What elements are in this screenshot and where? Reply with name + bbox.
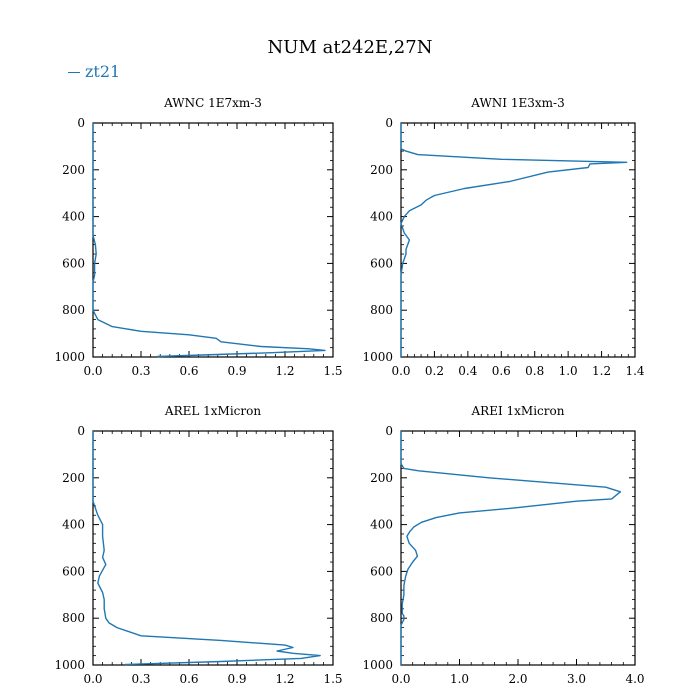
legend-line-icon [68, 72, 80, 73]
x-tick-label: 1.2 [275, 672, 294, 686]
legend-label: zt21 [85, 62, 121, 81]
y-tick-label: 800 [370, 611, 393, 625]
x-tick-label: 1.2 [592, 364, 611, 378]
y-tick-label: 400 [62, 518, 85, 532]
x-tick-label: 0.9 [227, 672, 246, 686]
y-tick-label: 1000 [362, 350, 393, 364]
y-tick-label: 200 [62, 163, 85, 177]
axes-frame [92, 430, 334, 666]
x-tick-label: 0.0 [83, 364, 102, 378]
x-tick-label: 0.9 [227, 364, 246, 378]
y-tick-label: 1000 [54, 658, 85, 672]
y-tick-label: 800 [62, 611, 85, 625]
subplot-title: AREL 1xMicron [164, 404, 261, 418]
y-tick-label: 0 [77, 116, 85, 130]
x-tick-label: 0.0 [391, 364, 410, 378]
x-tick-label: 1.0 [559, 364, 578, 378]
x-tick-label: 0.6 [179, 672, 198, 686]
y-tick-label: 200 [370, 163, 393, 177]
x-tick-label: 0.3 [131, 672, 150, 686]
y-tick-label: 0 [77, 424, 85, 438]
y-tick-label: 600 [370, 256, 393, 270]
subplot-3: AREL 1xMicron 0.0 0.3 0.6 0.9 1.2 1.5 0 200 400 60… [54, 404, 342, 686]
y-tick-label: 600 [62, 256, 85, 270]
series-line [400, 123, 628, 357]
y-tick-label: 1000 [362, 658, 393, 672]
y-tick-label: 200 [62, 471, 85, 485]
subplot-1: AWNC 1E7xm-3 0.0 0.3 0.6 0.9 1.2 1.5 0 200 400 600… [54, 96, 342, 378]
figure-title: NUM at242E,27N [267, 37, 433, 58]
x-tick-label: 0.2 [425, 364, 444, 378]
series-line [92, 431, 321, 666]
y-tick-label: 1000 [54, 350, 85, 364]
subplot-2: AWNI 1E3xm-3 0.0 0.2 0.4 0.6 0.8 1.0 1.2 1.4 0 200… [362, 96, 644, 378]
x-tick-label: 0.6 [179, 364, 198, 378]
x-tick-label: 1.4 [625, 364, 644, 378]
y-tick-label: 0 [385, 116, 393, 130]
y-tick-label: 400 [370, 518, 393, 532]
x-tick-label: 0.0 [391, 672, 410, 686]
x-tick-label: 0.8 [525, 364, 544, 378]
x-tick-label: 2.0 [508, 672, 527, 686]
series-line [400, 431, 622, 665]
x-tick-label: 0.6 [492, 364, 511, 378]
x-tick-label: 1.5 [323, 364, 342, 378]
x-tick-label: 0.3 [131, 364, 150, 378]
x-tick-label: 0.4 [458, 364, 477, 378]
subplot-title: AWNI 1E3xm-3 [470, 96, 564, 110]
y-tick-label: 800 [62, 303, 85, 317]
axes-frame [92, 122, 334, 358]
x-tick-label: 1.2 [275, 364, 294, 378]
y-tick-label: 800 [370, 303, 393, 317]
y-tick-label: 400 [62, 210, 85, 224]
subplot-title: AWNC 1E7xm-3 [163, 96, 262, 110]
y-tick-label: 600 [370, 564, 393, 578]
axes-frame [400, 122, 636, 358]
x-tick-label: 3.0 [567, 672, 586, 686]
y-tick-label: 400 [370, 210, 393, 224]
subplot-title: AREI 1xMicron [471, 404, 565, 418]
axes-frame [400, 430, 636, 666]
x-tick-label: 0.0 [83, 672, 102, 686]
subplot-4: AREI 1xMicron 0.0 1.0 2.0 3.0 4.0 0 200 400 600 80… [362, 404, 644, 686]
series-line [92, 123, 326, 358]
y-tick-label: 600 [62, 564, 85, 578]
y-tick-label: 200 [370, 471, 393, 485]
x-tick-label: 1.5 [323, 672, 342, 686]
legend: zt21 [68, 62, 120, 81]
x-tick-label: 1.0 [450, 672, 469, 686]
x-tick-label: 4.0 [625, 672, 644, 686]
y-tick-label: 0 [385, 424, 393, 438]
